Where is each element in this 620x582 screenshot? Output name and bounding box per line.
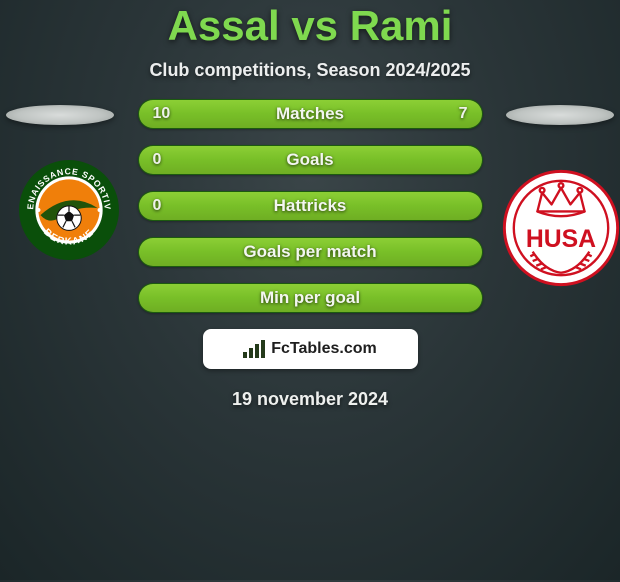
stat-value-left: 0 [153, 151, 162, 169]
renaissance-berkane-crest: RENAISSANCE SPORTIVE BERKANE [18, 159, 120, 261]
vs-text: vs [291, 2, 338, 49]
attribution-badge[interactable]: FcTables.com [203, 329, 418, 369]
stat-value-right: 7 [459, 105, 468, 123]
stat-label: Hattricks [139, 196, 482, 216]
stats-bars: Matches107Goals0Hattricks0Goals per matc… [138, 99, 483, 313]
stat-label: Matches [139, 104, 482, 124]
husa-text: HUSA [526, 226, 596, 253]
stat-row-min-per-goal: Min per goal [138, 283, 483, 313]
husa-crest: HUSA [502, 169, 620, 287]
stat-value-left: 10 [153, 105, 171, 123]
stat-label: Min per goal [139, 288, 482, 308]
stat-row-goals-per-match: Goals per match [138, 237, 483, 267]
player-left-name: Assal [168, 2, 280, 49]
page-title: Assal vs Rami [0, 2, 620, 50]
stat-row-hattricks: Hattricks0 [138, 191, 483, 221]
comparison-arena: Matches107Goals0Hattricks0Goals per matc… [0, 99, 620, 313]
stat-value-left: 0 [153, 197, 162, 215]
attribution-label: FcTables.com [271, 340, 377, 358]
stat-label: Goals per match [139, 242, 482, 262]
crest-shadow-right [506, 105, 614, 125]
crest-shadow-left [6, 105, 114, 125]
date-stamp: 19 november 2024 [0, 389, 620, 410]
stat-row-goals: Goals0 [138, 145, 483, 175]
bars-icon [243, 340, 265, 358]
player-right-name: Rami [350, 2, 453, 49]
stat-row-matches: Matches10 7 [138, 99, 483, 129]
subtitle: Club competitions, Season 2024/2025 [0, 60, 620, 81]
stat-label: Goals [139, 150, 482, 170]
